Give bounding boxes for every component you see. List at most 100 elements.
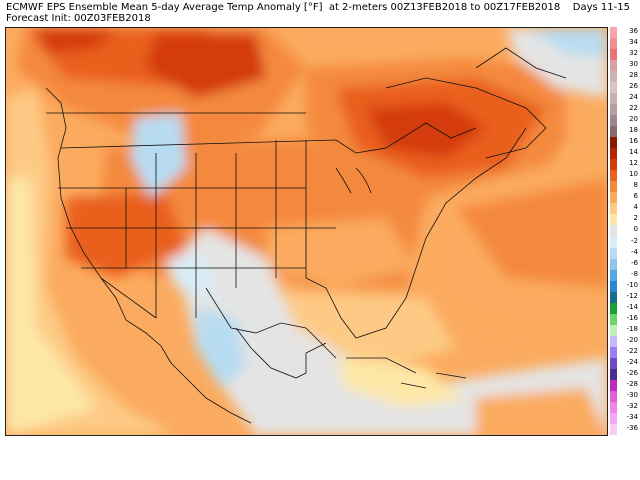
legend-item: 24 (610, 93, 640, 105)
legend-swatch (610, 148, 617, 160)
legend-label: -12 (626, 291, 638, 300)
legend-item: -26 (610, 368, 640, 380)
legend-swatch (610, 302, 617, 314)
legend-swatch (610, 93, 617, 105)
legend-label: 36 (629, 27, 638, 35)
legend-label: 26 (629, 82, 638, 91)
legend-swatch (610, 71, 617, 83)
legend-label: 0 (633, 225, 638, 234)
legend-item: -4 (610, 247, 640, 259)
legend-item: 4 (610, 203, 640, 215)
legend-item: -8 (610, 269, 640, 281)
legend-swatch (610, 126, 617, 138)
colorbar-legend: 36 34 32 30 28 26 24 22 20 18 16 14 12 10 8 6 4 2 0 -2 -4 -6-… (610, 27, 640, 435)
legend-label: 6 (633, 192, 638, 201)
legend-item: 28 (610, 71, 640, 83)
legend-item: 34 (610, 38, 640, 50)
legend-label: -4 (631, 247, 638, 256)
legend-label: 30 (629, 60, 638, 69)
legend-label: -30 (626, 390, 638, 399)
legend-label: 24 (629, 93, 638, 102)
legend-label: -18 (626, 324, 638, 333)
legend-swatch (610, 225, 617, 237)
legend-label: -24 (626, 357, 638, 366)
legend-item: -32 (610, 401, 640, 413)
legend-label: 32 (629, 49, 638, 58)
legend-item: -20 (610, 335, 640, 347)
legend-swatch (610, 335, 617, 347)
legend-item: 18 (610, 126, 640, 138)
legend-item: 32 (610, 49, 640, 61)
legend-swatch (610, 379, 617, 391)
legend-label: -14 (626, 302, 638, 311)
legend-label: -22 (626, 346, 638, 355)
legend-item: 16 (610, 137, 640, 149)
legend-swatch (610, 390, 617, 402)
legend-swatch (610, 357, 617, 369)
legend-label: 2 (633, 214, 638, 223)
legend-item: 2 (610, 214, 640, 226)
legend-label: -20 (626, 335, 638, 344)
legend-label: 14 (629, 148, 638, 157)
legend-label: 16 (629, 137, 638, 146)
forecast-init: Forecast Init: 00Z03FEB2018 (6, 13, 151, 24)
legend-item: -22 (610, 346, 640, 358)
legend-item: -2 (610, 236, 640, 248)
legend-swatch (610, 291, 617, 303)
legend-item: -30 (610, 390, 640, 402)
legend-item: 14 (610, 148, 640, 160)
coastline-borders (45, 47, 567, 424)
legend-item: -28 (610, 379, 640, 391)
legend-swatch (610, 269, 617, 281)
legend-swatch (610, 423, 617, 435)
legend-swatch (610, 82, 617, 94)
map-canvas (6, 28, 607, 435)
legend-label: 20 (629, 115, 638, 124)
legend-swatch (610, 368, 617, 380)
legend-item: 30 (610, 60, 640, 72)
legend-swatch (610, 192, 617, 204)
legend-label: 34 (629, 38, 638, 47)
legend-swatch (610, 27, 617, 39)
legend-label: 10 (629, 170, 638, 179)
legend-label: 8 (633, 181, 638, 190)
legend-item: 20 (610, 115, 640, 127)
legend-item: 10 (610, 170, 640, 182)
legend-label: -2 (631, 236, 638, 245)
legend-swatch (610, 280, 617, 292)
legend-item: 12 (610, 159, 640, 171)
legend-item: -6 (610, 258, 640, 270)
legend-item: -36 (610, 423, 640, 435)
legend-item: -24 (610, 357, 640, 369)
legend-label: 18 (629, 126, 638, 135)
legend-swatch (610, 49, 617, 61)
map-header: ECMWF EPS Ensemble Mean 5-day Average Te… (0, 0, 640, 26)
legend-swatch (610, 401, 617, 413)
legend-swatch (610, 137, 617, 149)
legend-swatch (610, 38, 617, 50)
legend-item: 0 (610, 225, 640, 237)
legend-swatch (610, 170, 617, 182)
legend-swatch (610, 412, 617, 424)
map-title: ECMWF EPS Ensemble Mean 5-day Average Te… (6, 2, 561, 13)
legend-item: -10 (610, 280, 640, 292)
legend-item: -12 (610, 291, 640, 303)
legend-label: -26 (626, 368, 638, 377)
legend-item: 6 (610, 192, 640, 204)
legend-label: -36 (626, 423, 638, 432)
legend-item: 8 (610, 181, 640, 193)
legend-item: 22 (610, 104, 640, 116)
legend-item: -34 (610, 412, 640, 424)
legend-swatch (610, 313, 617, 325)
legend-label: 22 (629, 104, 638, 113)
legend-label: 12 (629, 159, 638, 168)
legend-label: -16 (626, 313, 638, 322)
legend-item: -16 (610, 313, 640, 325)
legend-swatch (610, 236, 617, 248)
legend-label: 28 (629, 71, 638, 80)
legend-label: -6 (631, 258, 638, 267)
legend-swatch (610, 214, 617, 226)
legend-swatch (610, 247, 617, 259)
legend-label: -34 (626, 412, 638, 421)
legend-swatch (610, 258, 617, 270)
